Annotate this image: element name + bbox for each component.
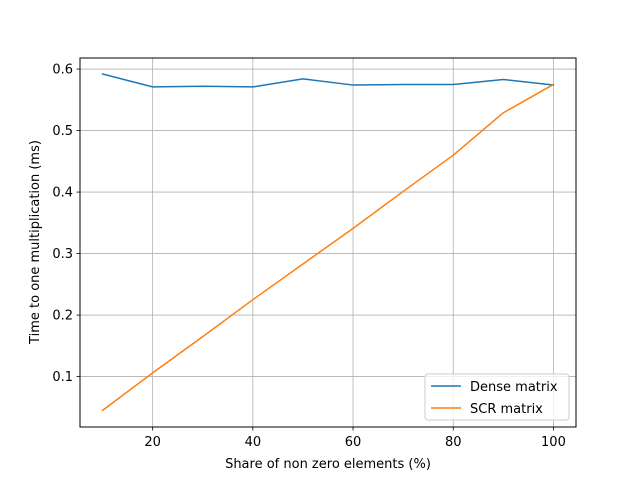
- y-tick-label: 0.6: [52, 63, 73, 78]
- y-tick-label: 0.2: [52, 309, 73, 324]
- x-axis-ticks: 20 40 60 80 100: [144, 427, 566, 450]
- series-line-scr-matrix: [101, 83, 555, 412]
- series-lines: [101, 73, 555, 412]
- y-tick-label: 0.5: [52, 124, 73, 139]
- plot-frame: [79, 57, 577, 428]
- x-tick-label: 60: [345, 435, 362, 450]
- y-tick-label: 0.1: [52, 370, 73, 385]
- y-axis-label: Time to one multiplication (ms): [28, 140, 43, 345]
- legend: Dense matrix SCR matrix: [424, 373, 570, 421]
- x-tick-label: 100: [541, 435, 566, 450]
- x-tick-label: 20: [144, 435, 161, 450]
- x-tick-label: 40: [245, 435, 262, 450]
- legend-label-scr: SCR matrix: [470, 402, 543, 417]
- x-axis-label: Share of non zero elements (%): [225, 457, 431, 472]
- series-line-dense-matrix: [101, 73, 555, 88]
- grid-lines: [80, 58, 576, 427]
- y-axis-ticks: 0.1 0.2 0.3 0.4 0.5 0.6: [52, 63, 80, 385]
- x-tick-label: 80: [445, 435, 462, 450]
- y-tick-label: 0.3: [52, 247, 73, 262]
- y-tick-label: 0.4: [52, 186, 73, 201]
- legend-label-dense: Dense matrix: [470, 380, 558, 395]
